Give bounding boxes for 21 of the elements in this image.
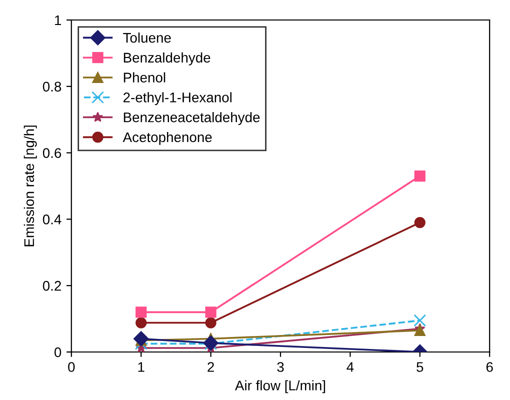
legend-label: Benzeneacetaldehyde (124, 112, 260, 126)
legend-label: Phenol (124, 72, 166, 82)
x-tick-label: 1 (138, 362, 144, 372)
y-tick-label: 0.2 (42, 280, 61, 291)
legend-label: Toluene (123, 32, 171, 43)
x-tick-label: 5 (416, 362, 424, 372)
y-tick-label: 1 (55, 15, 61, 26)
y-axis-title: Emission rate [ng/h] (24, 126, 37, 246)
legend-label: 2-ethyl-1-Hexanol (123, 92, 232, 106)
x-tick-label: 0 (68, 362, 75, 372)
x-tick-label: 2 (208, 362, 214, 372)
x-axis-title: Air flow [L/min] (234, 380, 326, 394)
y-tick-label: 0.4 (42, 214, 62, 224)
x-tick-label: 6 (486, 362, 493, 372)
x-tick-label: 3 (277, 362, 284, 372)
legend-label: Acetophenone (122, 132, 212, 145)
y-tick-label: 0 (54, 347, 62, 358)
y-tick-label: 0.8 (42, 82, 62, 92)
legend-label: Benzaldehyde (124, 52, 210, 66)
x-tick-label: 4 (346, 362, 354, 372)
y-tick-label: 0.6 (42, 148, 62, 158)
